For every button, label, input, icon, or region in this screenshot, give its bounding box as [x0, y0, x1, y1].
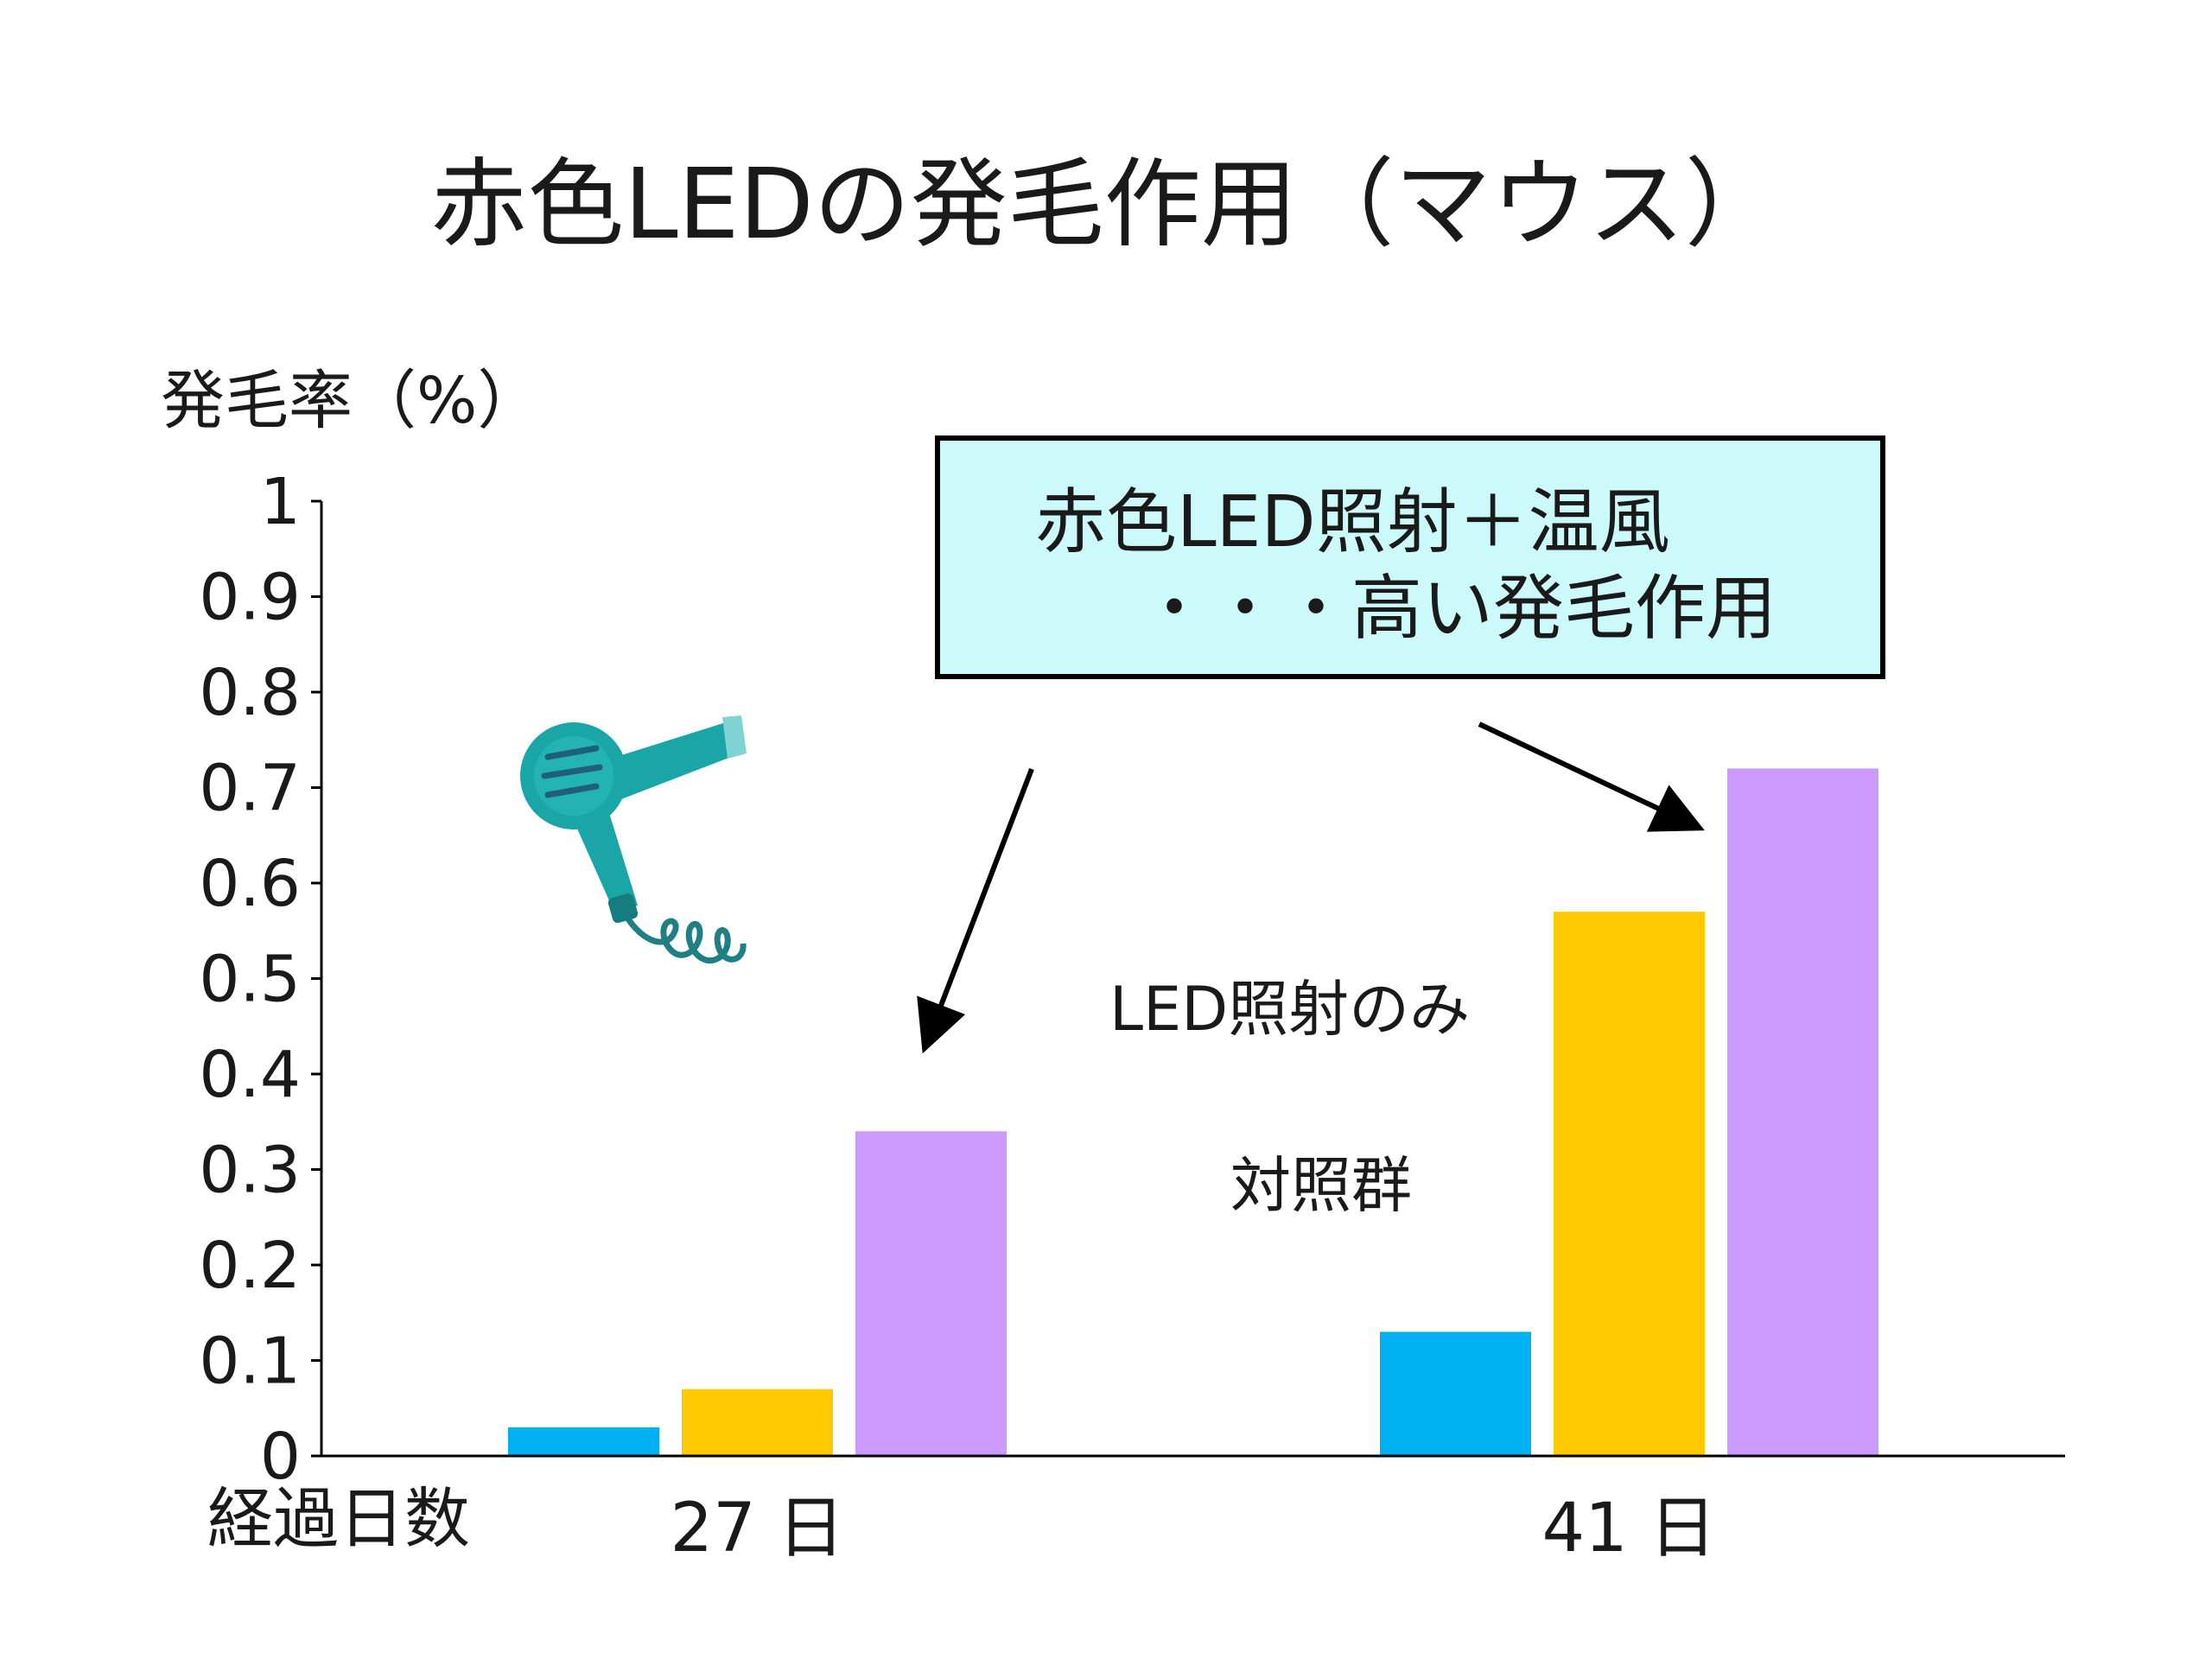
y-tick-label: 0.4	[199, 1038, 301, 1112]
y-tick-label: 0.7	[199, 752, 301, 826]
x-category-label: 27 日	[670, 1490, 844, 1567]
series-label-control: 対照群	[1230, 1150, 1412, 1221]
y-tick-label: 0.1	[199, 1325, 301, 1399]
bar	[1380, 1332, 1531, 1456]
slide-title: 赤色LEDの発毛作用（マウス）	[430, 149, 1782, 261]
y-axis: 0 0.1 0.2 0.3 0.4 0.5 0.6 0.7 0.8 0.9 1	[199, 465, 323, 1494]
y-tick-label: 0.9	[199, 561, 301, 635]
arrow-to-27-day-bar	[917, 767, 1034, 1054]
y-axis-label: 発毛率（%）	[161, 364, 542, 438]
y-tick-label: 1	[260, 465, 301, 539]
callout-box: 赤色LED照射＋温風 ・・・高い発毛作用	[935, 435, 1885, 679]
x-category-label: 41 日	[1541, 1490, 1716, 1567]
x-axis: 27 日 41 日	[321, 1454, 2065, 1567]
series-label-led-only: LED照射のみ	[1109, 974, 1471, 1045]
bars	[508, 768, 1878, 1456]
bar	[1727, 768, 1878, 1456]
bar	[682, 1389, 833, 1456]
y-tick-label: 0.5	[199, 943, 301, 1017]
y-tick-label: 0.8	[199, 656, 301, 730]
hair-dryer-icon	[520, 715, 747, 964]
x-axis-label: 経過日数	[207, 1480, 470, 1557]
callout-line-2: ・・・高い発毛作用	[1139, 568, 1777, 650]
y-tick-label: 0.3	[199, 1134, 301, 1208]
arrow-to-41-day-bar	[1478, 721, 1705, 832]
callout-arrows	[917, 721, 1705, 1054]
bar	[855, 1131, 1007, 1456]
bar	[508, 1427, 659, 1456]
y-tick-label: 0.2	[199, 1229, 301, 1303]
y-tick-label: 0.6	[199, 847, 301, 921]
y-tick-label: 0	[260, 1420, 301, 1494]
callout-line-1: 赤色LED照射＋温風	[1035, 481, 1670, 563]
bar	[1554, 912, 1705, 1456]
